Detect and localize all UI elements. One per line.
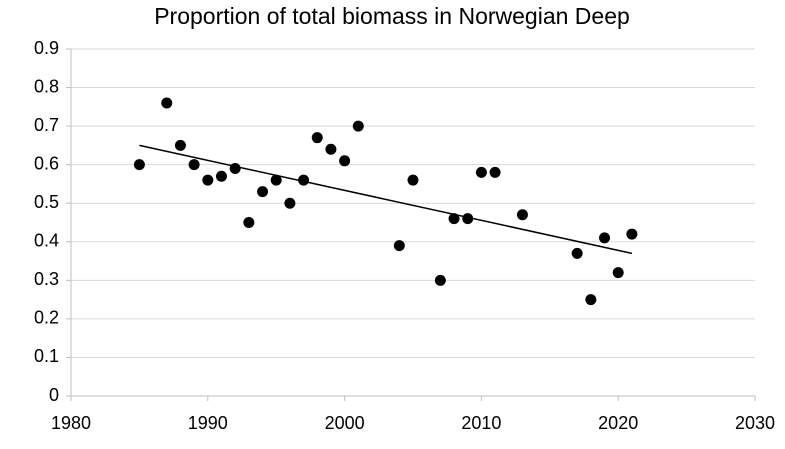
point [448, 213, 460, 225]
point [215, 170, 227, 182]
y-tick-label: 0.9 [34, 38, 59, 58]
y-tick-label: 0.5 [34, 192, 59, 212]
point [626, 228, 638, 240]
y-tick-label: 0.6 [34, 153, 59, 173]
point [174, 139, 186, 151]
point [229, 163, 241, 175]
point [243, 217, 255, 228]
point [516, 209, 528, 221]
x-tick-label: 1990 [188, 413, 228, 433]
point [489, 166, 501, 178]
point [311, 132, 323, 144]
point [475, 166, 487, 178]
point [462, 213, 474, 225]
point [325, 143, 337, 155]
x-tick-label: 2030 [735, 413, 775, 433]
point [612, 267, 624, 279]
x-tick-label: 1980 [51, 413, 91, 433]
point [352, 120, 364, 132]
point [407, 174, 419, 186]
point [257, 186, 269, 198]
y-tick-label: 0.7 [34, 115, 59, 135]
point [571, 247, 583, 259]
y-tick-label: 0.2 [34, 308, 59, 328]
y-tick-label: 0.1 [34, 346, 59, 366]
y-tick-label: 0 [49, 385, 59, 405]
chart-title: Proportion of total biomass in Norwegian… [154, 3, 630, 29]
y-tick-label: 0.4 [34, 231, 59, 251]
point [202, 174, 214, 186]
x-tick-label: 2000 [325, 413, 365, 433]
point [188, 159, 200, 171]
point [298, 174, 310, 186]
point [434, 274, 446, 286]
point [393, 240, 405, 252]
trendline [139, 144, 633, 255]
point [599, 232, 611, 244]
point [339, 155, 351, 167]
point [133, 159, 145, 171]
point [284, 197, 296, 209]
point [161, 97, 173, 109]
y-tick-label: 0.3 [34, 269, 59, 289]
x-tick-label: 2020 [598, 413, 638, 433]
point [270, 174, 282, 186]
point [585, 294, 597, 306]
y-tick-label: 0.8 [34, 76, 59, 96]
x-tick-label: 2010 [461, 413, 501, 433]
